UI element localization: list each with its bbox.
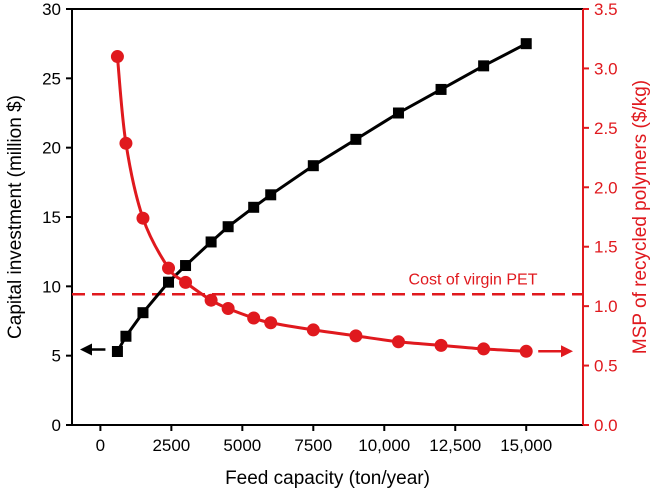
- x-axis: 0 2500 5000 7500 10,000 12,500 15,000: [96, 425, 552, 455]
- right-y-tick-label: 2.0: [594, 178, 618, 197]
- left-y-axis: 0 5 10 15 20 25 30: [42, 0, 72, 435]
- left-y-tick-label: 30: [42, 0, 61, 19]
- right-y-tick-label: 1.5: [594, 238, 618, 257]
- left-y-tick-label: 10: [42, 277, 61, 296]
- circle-marker: [247, 311, 261, 325]
- right-y-tick-label: 3.5: [594, 0, 618, 19]
- x-tick-label: 12,500: [429, 436, 481, 455]
- right-axis-arrowhead: [561, 345, 573, 358]
- right-y-tick-label: 0.0: [594, 416, 618, 435]
- square-marker: [180, 260, 192, 272]
- circle-marker: [110, 50, 124, 64]
- circle-marker: [136, 211, 150, 225]
- x-axis-title: Feed capacity (ton/year): [225, 468, 430, 489]
- right-y-tick-label: 2.5: [594, 119, 618, 138]
- left-y-tick-label: 0: [52, 416, 61, 435]
- left-axis-title: Capital investment (million $): [5, 95, 26, 339]
- left-y-tick-label: 25: [42, 69, 61, 88]
- circle-marker: [477, 342, 491, 356]
- square-marker: [120, 330, 132, 342]
- square-marker: [265, 189, 277, 201]
- square-marker: [392, 107, 404, 119]
- square-marker: [111, 346, 123, 358]
- circle-marker: [162, 261, 176, 275]
- square-marker: [478, 60, 490, 72]
- circle-marker: [306, 323, 320, 337]
- square-marker: [137, 307, 149, 319]
- x-tick-label: 0: [96, 436, 105, 455]
- circle-marker: [264, 316, 278, 330]
- right-axis-title: MSP of recycled polymers ($/kg): [630, 80, 651, 354]
- left-y-tick-label: 20: [42, 139, 61, 158]
- square-marker: [205, 236, 217, 248]
- square-marker: [435, 83, 447, 95]
- square-marker: [350, 133, 362, 145]
- series-line: [115, 56, 527, 353]
- series-capital-investment: [111, 38, 532, 358]
- circle-marker: [434, 338, 448, 352]
- circle-marker: [391, 335, 405, 349]
- series-msp-recycled-polymers: [110, 50, 533, 358]
- circle-marker: [179, 275, 193, 289]
- square-marker: [307, 160, 319, 172]
- left-axis-arrowhead: [80, 343, 92, 356]
- circle-marker: [519, 344, 533, 358]
- series-line: [116, 42, 527, 353]
- x-tick-label: 15,000: [500, 436, 552, 455]
- series-layer: [110, 38, 533, 358]
- square-marker: [520, 38, 532, 50]
- circle-marker: [204, 293, 218, 307]
- right-y-tick-label: 0.5: [594, 357, 618, 376]
- right-y-tick-label: 1.0: [594, 297, 618, 316]
- square-marker: [248, 201, 260, 213]
- circle-marker: [119, 136, 133, 150]
- right-y-tick-label: 3.0: [594, 59, 618, 78]
- square-marker: [163, 276, 175, 288]
- axis-arrows: [80, 343, 573, 358]
- x-tick-label: 10,000: [358, 436, 410, 455]
- square-marker: [222, 221, 234, 233]
- x-tick-label: 7500: [294, 436, 332, 455]
- reference-line-label: Cost of virgin PET: [409, 271, 538, 288]
- left-y-tick-label: 15: [42, 208, 61, 227]
- x-tick-label: 2500: [152, 436, 190, 455]
- x-tick-label: 5000: [223, 436, 261, 455]
- left-y-tick-label: 5: [52, 347, 61, 366]
- circle-marker: [221, 302, 235, 316]
- right-y-axis: 0.0 0.5 1.0 1.5 2.0 2.5 3.0 3.5: [583, 0, 618, 435]
- circle-marker: [349, 329, 363, 343]
